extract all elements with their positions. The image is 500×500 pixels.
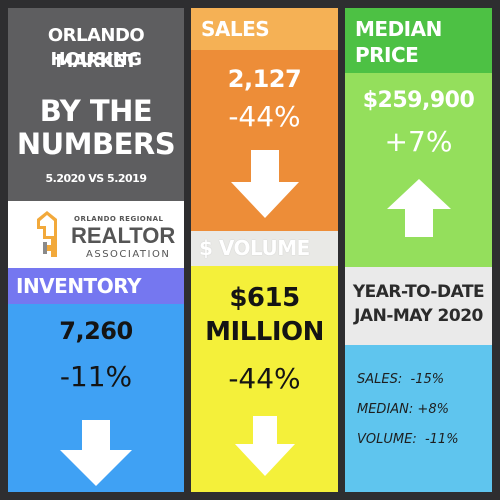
up-arrow-icon [387, 179, 451, 237]
inventory-value: 7,260 [59, 317, 133, 345]
ytd-line-1: YEAR-TO-DATE [352, 282, 485, 302]
ytd-item: VOLUME: -11% [357, 431, 491, 449]
volume-header: $ VOLUME [191, 231, 338, 266]
volume-panel: $615 MILLION -44% [191, 266, 338, 492]
ytd-panel: SALES: -15% MEDIAN: +8% VOLUME: -11% [345, 345, 492, 492]
ytd-item-label: SALES: [357, 372, 403, 387]
title-panel: ORLANDO HOUSING MARKET BY THE NUMBERS 5.… [8, 8, 184, 201]
inventory-change: -11% [59, 360, 133, 393]
title-period: 5.2020 VS 5.2019 [45, 172, 148, 185]
ytd-item: MEDIAN: +8% [357, 401, 487, 419]
ytd-item-value: +8% [417, 402, 449, 417]
down-arrow-icon [60, 420, 132, 486]
volume-value-line-2: MILLION [205, 317, 324, 347]
inventory-header: INVENTORY [8, 268, 184, 304]
ytd-item-value: -11% [424, 432, 459, 447]
median-value: $259,900 [362, 88, 475, 113]
ytd-item-label: MEDIAN: [357, 402, 414, 417]
key-house-icon [37, 211, 57, 257]
sales-panel: 2,127 -44% [191, 50, 338, 231]
down-arrow-icon [231, 150, 299, 218]
logo-line-1: ORLANDO REGIONAL [74, 215, 164, 223]
ytd-line-2: JAN-MAY 2020 [354, 306, 483, 326]
ytd-item-label: VOLUME: [357, 432, 417, 447]
median-panel: $259,900 +7% [345, 73, 492, 267]
ytd-item-value: -15% [410, 372, 445, 387]
volume-label: $ VOLUME [199, 236, 310, 260]
volume-change: -44% [228, 362, 301, 395]
title-big-1: BY THE [39, 94, 153, 128]
sales-label: SALES [201, 17, 270, 41]
title-big-2: NUMBERS [16, 127, 176, 161]
median-change: +7% [384, 125, 453, 158]
inventory-label: INVENTORY [16, 274, 142, 298]
median-header: MEDIAN PRICE [345, 8, 492, 73]
title-line-1: ORLANDO HOUSING [47, 25, 145, 70]
sales-change: -44% [228, 100, 301, 133]
logo-panel: ORLANDO REGIONAL REALTOR ASSOCIATION [8, 201, 184, 268]
title-line-2: MARKET [55, 51, 137, 72]
ytd-item: SALES: -15% [357, 371, 487, 389]
logo-line-2: REALTOR [71, 223, 176, 248]
median-label-line-2: PRICE [355, 43, 419, 67]
inventory-panel: 7,260 -11% [8, 304, 184, 492]
sales-header: SALES [191, 8, 338, 50]
sales-value: 2,127 [227, 65, 302, 93]
volume-value-line-1: $615 [229, 283, 300, 313]
ytd-header: YEAR-TO-DATE JAN-MAY 2020 [345, 267, 492, 345]
logo-line-3: ASSOCIATION [86, 249, 171, 260]
down-arrow-icon [235, 416, 295, 476]
median-label-line-1: MEDIAN [355, 17, 442, 41]
